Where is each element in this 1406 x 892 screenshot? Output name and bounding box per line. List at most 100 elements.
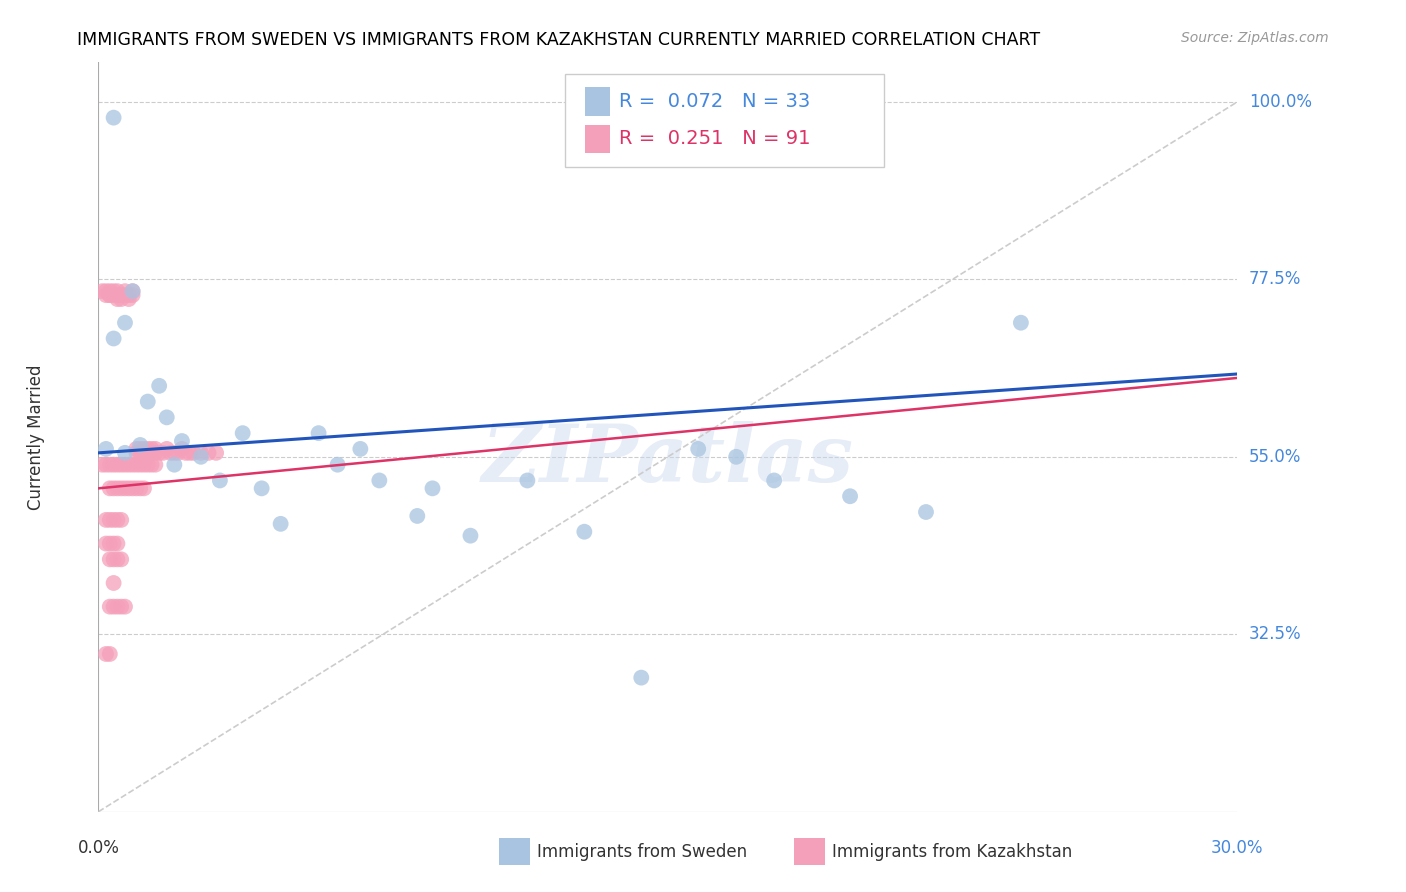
- Point: [98, 288, 121, 302]
- Point: [145, 446, 167, 460]
- Point: [110, 458, 132, 472]
- Point: [516, 474, 538, 488]
- Point: [915, 505, 938, 519]
- Point: [103, 288, 125, 302]
- Point: [174, 446, 197, 460]
- Point: [121, 458, 143, 472]
- Point: [94, 513, 117, 527]
- Point: [326, 458, 349, 472]
- Point: [107, 458, 129, 472]
- Point: [94, 647, 117, 661]
- Point: [170, 442, 193, 456]
- Point: [91, 284, 114, 298]
- Point: [98, 647, 121, 661]
- Point: [107, 481, 129, 495]
- Text: Immigrants from Sweden: Immigrants from Sweden: [537, 843, 747, 861]
- Point: [190, 450, 212, 464]
- Point: [125, 446, 148, 460]
- Point: [98, 552, 121, 566]
- Point: [114, 316, 136, 330]
- Point: [129, 458, 152, 472]
- Point: [98, 536, 121, 550]
- Point: [114, 284, 136, 298]
- Text: 77.5%: 77.5%: [1249, 270, 1301, 288]
- Point: [422, 481, 444, 495]
- Point: [98, 288, 121, 302]
- Text: 100.0%: 100.0%: [1249, 93, 1312, 111]
- Point: [159, 446, 181, 460]
- Text: 0.0%: 0.0%: [77, 839, 120, 857]
- Text: R =  0.251   N = 91: R = 0.251 N = 91: [619, 129, 810, 148]
- Point: [688, 442, 710, 456]
- Point: [91, 458, 114, 472]
- Point: [148, 379, 170, 393]
- Point: [103, 331, 125, 345]
- Point: [98, 513, 121, 527]
- Point: [98, 481, 121, 495]
- Point: [121, 284, 143, 298]
- Point: [103, 552, 125, 566]
- Point: [145, 442, 167, 456]
- Point: [132, 458, 155, 472]
- Point: [118, 292, 141, 306]
- Point: [368, 474, 391, 488]
- Point: [114, 288, 136, 302]
- Point: [349, 442, 371, 456]
- Point: [118, 288, 141, 302]
- Point: [141, 446, 163, 460]
- Text: 55.0%: 55.0%: [1249, 448, 1301, 466]
- Text: IMMIGRANTS FROM SWEDEN VS IMMIGRANTS FROM KAZAKHSTAN CURRENTLY MARRIED CORRELATI: IMMIGRANTS FROM SWEDEN VS IMMIGRANTS FRO…: [77, 31, 1040, 49]
- Point: [308, 426, 330, 441]
- Point: [110, 292, 132, 306]
- Point: [103, 576, 125, 591]
- Point: [107, 284, 129, 298]
- Point: [114, 599, 136, 614]
- Point: [132, 446, 155, 460]
- Point: [136, 394, 159, 409]
- Point: [406, 508, 429, 523]
- Point: [98, 284, 121, 298]
- Point: [190, 446, 212, 460]
- Point: [129, 446, 152, 460]
- Point: [250, 481, 273, 495]
- Point: [107, 552, 129, 566]
- Point: [145, 458, 167, 472]
- Point: [725, 450, 748, 464]
- Point: [103, 458, 125, 472]
- Text: Currently Married: Currently Married: [27, 364, 45, 510]
- Point: [167, 446, 190, 460]
- Point: [110, 513, 132, 527]
- FancyBboxPatch shape: [565, 74, 884, 168]
- Point: [129, 481, 152, 495]
- Point: [125, 458, 148, 472]
- Point: [208, 474, 231, 488]
- Text: Immigrants from Kazakhstan: Immigrants from Kazakhstan: [832, 843, 1073, 861]
- Point: [107, 599, 129, 614]
- Point: [270, 516, 292, 531]
- Point: [136, 446, 159, 460]
- Point: [763, 474, 786, 488]
- Point: [156, 442, 179, 456]
- FancyBboxPatch shape: [585, 125, 610, 153]
- Point: [460, 529, 482, 543]
- Point: [110, 599, 132, 614]
- Point: [136, 442, 159, 456]
- Point: [129, 438, 152, 452]
- Point: [103, 599, 125, 614]
- Point: [118, 458, 141, 472]
- Text: R =  0.072   N = 33: R = 0.072 N = 33: [619, 92, 810, 111]
- Point: [205, 446, 228, 460]
- Point: [94, 458, 117, 472]
- Point: [103, 481, 125, 495]
- Text: 32.5%: 32.5%: [1249, 625, 1302, 643]
- Point: [110, 481, 132, 495]
- Point: [183, 446, 205, 460]
- Point: [156, 410, 179, 425]
- Point: [98, 458, 121, 472]
- Point: [125, 442, 148, 456]
- Point: [152, 446, 174, 460]
- Point: [163, 458, 186, 472]
- Point: [98, 599, 121, 614]
- Point: [110, 288, 132, 302]
- FancyBboxPatch shape: [585, 87, 610, 116]
